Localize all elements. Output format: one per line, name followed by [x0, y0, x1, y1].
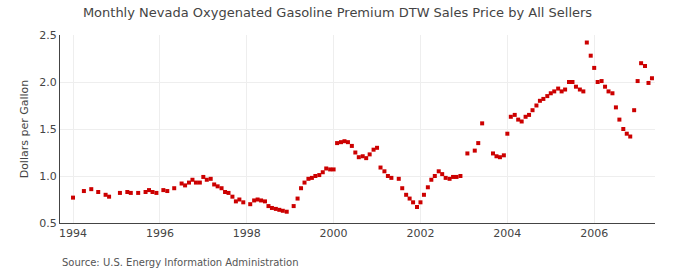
- svg-text:Monthly Nevada Oxygenated Gaso: Monthly Nevada Oxygenated Gasoline Premi…: [83, 5, 592, 20]
- svg-text:1.0: 1.0: [39, 170, 57, 183]
- svg-text:2.0: 2.0: [39, 76, 57, 89]
- svg-text:2.5: 2.5: [39, 29, 57, 42]
- svg-text:0.5: 0.5: [39, 217, 57, 230]
- svg-text:1998: 1998: [233, 227, 261, 240]
- svg-text:Dollars per Gallon: Dollars per Gallon: [18, 80, 31, 179]
- svg-text:1996: 1996: [146, 227, 174, 240]
- svg-text:2000: 2000: [320, 227, 348, 240]
- svg-text:Source: U.S. Energy Informatio: Source: U.S. Energy Information Administ…: [62, 257, 299, 268]
- svg-text:1.5: 1.5: [39, 123, 57, 136]
- svg-text:2004: 2004: [493, 227, 521, 240]
- svg-text:2002: 2002: [406, 227, 434, 240]
- svg-text:1994: 1994: [59, 227, 87, 240]
- svg-text:2006: 2006: [580, 227, 608, 240]
